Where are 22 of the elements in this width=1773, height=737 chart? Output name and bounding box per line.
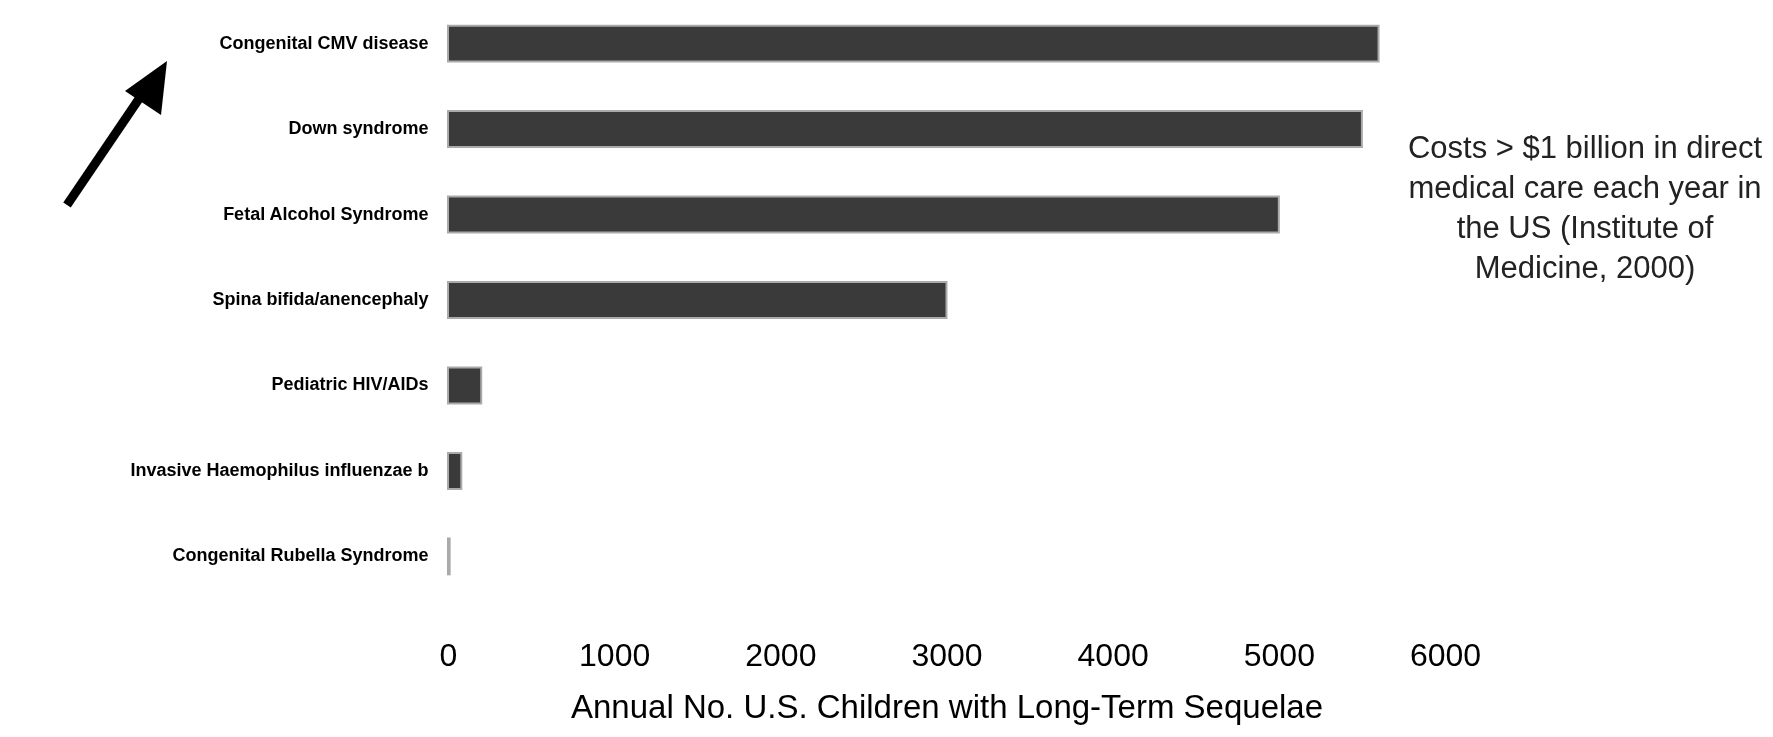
annotation: Costs > $1 billion in direct medical care each year in the US (Institute of Medicine, 2000) bbox=[1406, 129, 1764, 287]
y-tick-label: Invasive Haemophilus influenzae b bbox=[130, 459, 429, 480]
y-tick-label: Pediatric HIV/AIDs bbox=[271, 374, 429, 395]
bar bbox=[447, 110, 1363, 149]
x-axis-title: Annual No. U.S. Children with Long-Term Sequelae bbox=[570, 687, 1324, 725]
y-tick-label: Fetal Alcohol Syndrome bbox=[223, 203, 429, 224]
x-tick-label: 3000 bbox=[911, 636, 983, 673]
y-tick-label: Congenital Rubella Syndrome bbox=[172, 545, 429, 566]
x-tick-label: 2000 bbox=[745, 636, 817, 673]
y-tick-label: Congenital CMV disease bbox=[219, 32, 429, 53]
bar bbox=[447, 195, 1280, 234]
x-tick-label: 0 bbox=[439, 636, 458, 673]
x-tick-label: 5000 bbox=[1243, 636, 1315, 673]
bar bbox=[447, 366, 483, 405]
bar bbox=[447, 24, 1380, 63]
x-tick-label: 4000 bbox=[1077, 636, 1149, 673]
y-tick-label: Down syndrome bbox=[288, 118, 429, 139]
bar bbox=[447, 451, 463, 490]
bar bbox=[447, 281, 948, 319]
y-tick-label: Spina bifida/anencephaly bbox=[212, 289, 429, 309]
x-tick-label: 1000 bbox=[579, 636, 651, 673]
x-tick-label: 6000 bbox=[1409, 636, 1482, 673]
